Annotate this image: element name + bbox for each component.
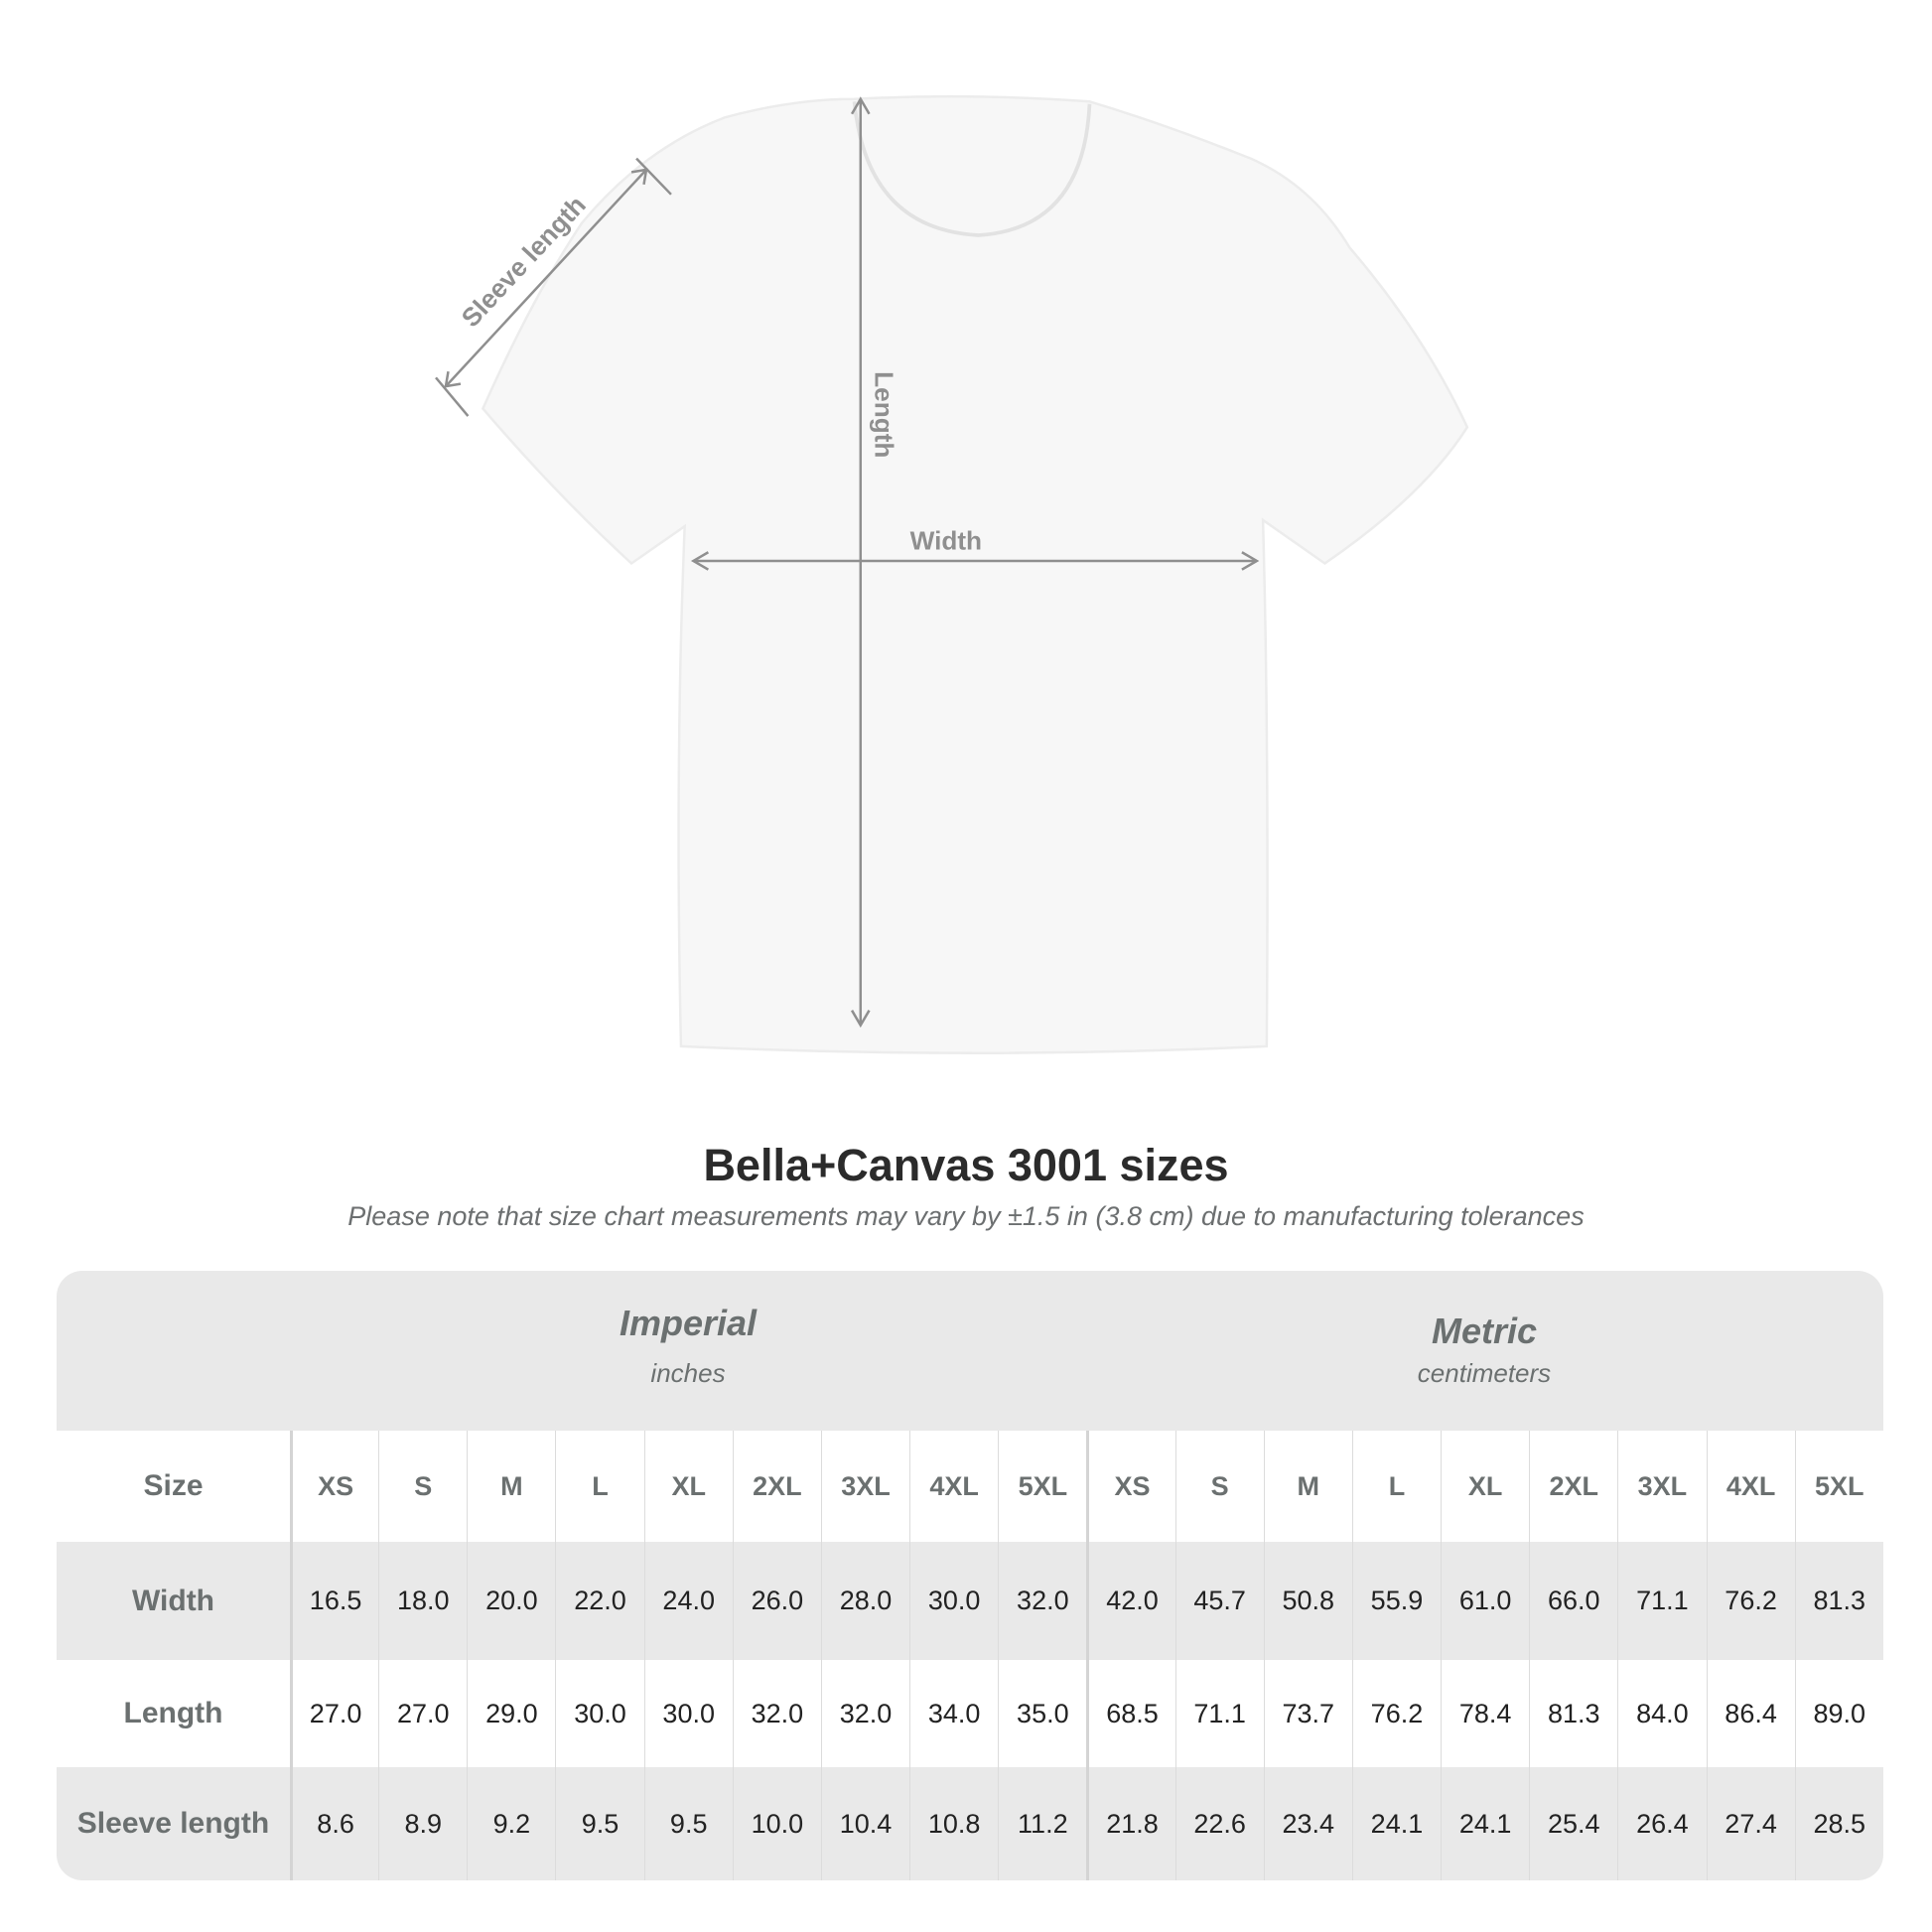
sleeve-arrow <box>445 169 647 387</box>
imperial-cell: 10.4 <box>820 1767 909 1880</box>
metric-cell: 78.4 <box>1441 1660 1529 1767</box>
page-title: Bella+Canvas 3001 sizes <box>703 1140 1229 1190</box>
metric-cell: 21.8 <box>1086 1767 1174 1880</box>
imperial-cell: 29.0 <box>467 1660 555 1767</box>
size-table: Imperial inches Metric centimeters Size X… <box>57 1271 1883 1880</box>
imperial-cell: 20.0 <box>467 1542 555 1660</box>
metric-cell: 27.4 <box>1706 1767 1795 1880</box>
imperial-cell: 18.0 <box>378 1542 467 1660</box>
imperial-cell: 26.0 <box>732 1542 821 1660</box>
imperial-cell: 11.2 <box>998 1767 1086 1880</box>
imperial-cell: 24.0 <box>643 1542 733 1660</box>
tolerance-note: Please note that size chart measurements… <box>347 1201 1585 1231</box>
length-label: Length <box>870 371 899 458</box>
metric-cell: 42.0 <box>1086 1542 1174 1660</box>
imperial-cell: 28.0 <box>820 1542 909 1660</box>
metric-cell: 24.1 <box>1441 1767 1529 1880</box>
metric-cell: 61.0 <box>1441 1542 1529 1660</box>
imperial-cell: 8.6 <box>290 1767 378 1880</box>
metric-cell: M <box>1263 1431 1352 1542</box>
imperial-cell: 32.0 <box>998 1542 1086 1660</box>
metric-cell: 4XL <box>1706 1431 1795 1542</box>
imperial-cell: 32.0 <box>732 1660 821 1767</box>
imperial-cell: M <box>467 1431 555 1542</box>
imperial-cell: 10.0 <box>732 1767 821 1880</box>
imperial-cell: 9.5 <box>555 1767 643 1880</box>
imperial-cell: 10.8 <box>909 1767 998 1880</box>
metric-cell: 81.3 <box>1794 1542 1883 1660</box>
imperial-header: Imperial inches <box>290 1303 1086 1389</box>
table-row-width: Width 16.5 18.0 20.0 22.0 24.0 26.0 28.0 30.0 32.… <box>57 1542 1883 1660</box>
metric-cell: 81.3 <box>1529 1660 1617 1767</box>
row-label: Size <box>143 1469 204 1502</box>
metric-cell: XL <box>1441 1431 1529 1542</box>
imperial-cell: 30.0 <box>643 1660 733 1767</box>
width-label: Width <box>910 526 982 556</box>
metric-cell: 76.2 <box>1706 1542 1795 1660</box>
metric-cell: 68.5 <box>1086 1660 1174 1767</box>
metric-cell: 25.4 <box>1529 1767 1617 1880</box>
imperial-title: Imperial <box>619 1303 758 1343</box>
metric-cell: 28.5 <box>1794 1767 1883 1880</box>
metric-cell: 23.4 <box>1263 1767 1352 1880</box>
imperial-cell: 5XL <box>998 1431 1086 1542</box>
row-label: Width <box>131 1584 215 1617</box>
metric-cell: S <box>1174 1431 1264 1542</box>
imperial-cell: 16.5 <box>290 1542 378 1660</box>
metric-cell: L <box>1351 1431 1441 1542</box>
imperial-cell: 9.2 <box>467 1767 555 1880</box>
metric-cell: 84.0 <box>1617 1660 1706 1767</box>
imperial-cell: 34.0 <box>909 1660 998 1767</box>
collar <box>852 101 1092 237</box>
metric-cell: 71.1 <box>1617 1542 1706 1660</box>
metric-cell: 86.4 <box>1706 1660 1795 1767</box>
metric-cell: 26.4 <box>1617 1767 1706 1880</box>
metric-cell: 5XL <box>1794 1431 1883 1542</box>
metric-unit: centimeters <box>1417 1358 1552 1388</box>
imperial-cell: 32.0 <box>820 1660 909 1767</box>
metric-cell: 50.8 <box>1263 1542 1352 1660</box>
table-header: Imperial inches Metric centimeters <box>57 1271 1883 1431</box>
metric-cell: 73.7 <box>1263 1660 1352 1767</box>
row-label: Length <box>123 1697 223 1729</box>
metric-cell: XS <box>1086 1431 1174 1542</box>
imperial-cell: 27.0 <box>378 1660 467 1767</box>
table-row-length: Length 27.0 27.0 29.0 30.0 30.0 32.0 32.0 34.0 35… <box>57 1660 1883 1767</box>
metric-title: Metric <box>1431 1311 1538 1351</box>
metric-cell: 45.7 <box>1174 1542 1264 1660</box>
imperial-cell: 9.5 <box>643 1767 733 1880</box>
imperial-cell: XS <box>290 1431 378 1542</box>
metric-cell: 89.0 <box>1794 1660 1883 1767</box>
imperial-cell: 27.0 <box>290 1660 378 1767</box>
metric-cell: 24.1 <box>1351 1767 1441 1880</box>
tshirt-shape <box>481 94 1469 1054</box>
metric-cell: 22.6 <box>1174 1767 1264 1880</box>
row-label: Sleeve length <box>76 1807 270 1840</box>
imperial-unit: inches <box>650 1358 726 1388</box>
metric-cell: 76.2 <box>1351 1660 1441 1767</box>
tshirt-diagram: Sleeve length Length Width <box>435 94 1469 1054</box>
imperial-cell: 30.0 <box>909 1542 998 1660</box>
imperial-cell: S <box>378 1431 467 1542</box>
imperial-cell: 8.9 <box>378 1767 467 1880</box>
imperial-cell: 3XL <box>820 1431 909 1542</box>
metric-cell: 55.9 <box>1351 1542 1441 1660</box>
imperial-cell: 35.0 <box>998 1660 1086 1767</box>
metric-cell: 3XL <box>1617 1431 1706 1542</box>
imperial-cell: 2XL <box>732 1431 821 1542</box>
imperial-cell: 22.0 <box>555 1542 643 1660</box>
imperial-cell: L <box>555 1431 643 1542</box>
imperial-cell: XL <box>643 1431 733 1542</box>
imperial-cell: 30.0 <box>555 1660 643 1767</box>
metric-cell: 66.0 <box>1529 1542 1617 1660</box>
imperial-cell: 4XL <box>909 1431 998 1542</box>
metric-cell: 71.1 <box>1174 1660 1264 1767</box>
metric-header: Metric centimeters <box>1086 1311 1882 1389</box>
size-row: Size XS S M L XL 2XL 3XL 4XL 5XL XS S M L XL 2XL 3XL 4XL 5… <box>57 1431 1883 1542</box>
metric-cell: 2XL <box>1529 1431 1617 1542</box>
table-row-sleeve-length: Sleeve length 8.6 8.9 9.2 9.5 9.5 10.0 10.4 10.8… <box>57 1767 1883 1880</box>
